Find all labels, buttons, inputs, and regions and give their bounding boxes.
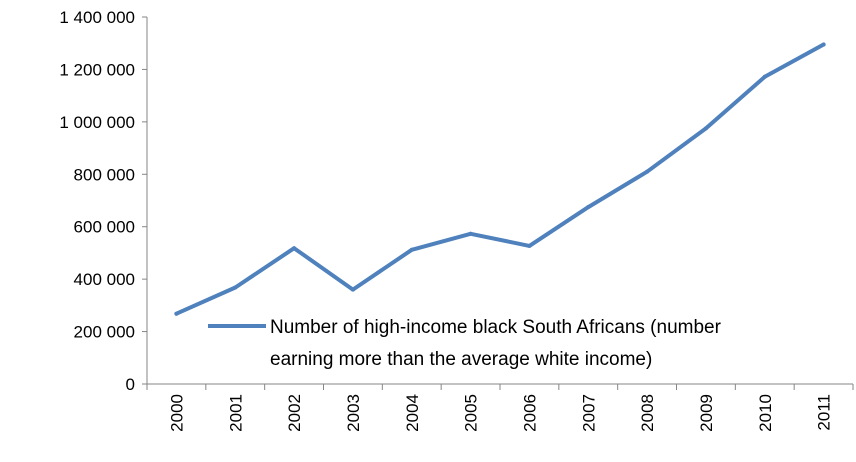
data-point bbox=[292, 246, 297, 251]
x-tick-label: 2004 bbox=[403, 394, 422, 432]
y-tick-label: 1 400 000 bbox=[59, 8, 135, 27]
data-point bbox=[762, 74, 767, 79]
legend: Number of high-income black South Africa… bbox=[208, 317, 722, 370]
legend-label-line-1: Number of high-income black South Africa… bbox=[270, 317, 722, 338]
x-tick-label: 2010 bbox=[756, 394, 775, 432]
x-tick-label: 2002 bbox=[285, 394, 304, 432]
data-point bbox=[703, 126, 708, 131]
series-line bbox=[174, 42, 826, 316]
x-tick-label: 2003 bbox=[344, 394, 363, 432]
x-tick-label: 2008 bbox=[638, 394, 657, 432]
y-axis-ticks: 0 200 000 400 000 600 000 800 000 1 000 000 1 … bbox=[59, 8, 147, 394]
x-tick-label: 2007 bbox=[579, 394, 598, 432]
series-layer bbox=[174, 42, 826, 316]
y-tick-label: 1 200 000 bbox=[59, 60, 135, 79]
data-point bbox=[821, 42, 826, 47]
x-tick-label: 2011 bbox=[815, 394, 834, 431]
x-tick-label: 2006 bbox=[520, 394, 539, 432]
x-tick-label: 2000 bbox=[167, 394, 186, 432]
y-tick-label: 0 bbox=[126, 375, 135, 394]
data-point bbox=[586, 205, 591, 210]
x-axis-ticks: 2000 2001 2002 2003 2004 2005 2006 2007 2008 2009… bbox=[146, 384, 854, 432]
x-tick-label: 2005 bbox=[462, 394, 481, 432]
y-tick-label: 400 000 bbox=[74, 270, 135, 289]
data-point bbox=[645, 169, 650, 174]
data-point bbox=[468, 231, 473, 236]
y-tick-label: 800 000 bbox=[74, 165, 135, 184]
y-tick-label: 200 000 bbox=[74, 323, 135, 342]
y-tick-label: 600 000 bbox=[74, 218, 135, 237]
x-tick-label: 2001 bbox=[226, 394, 245, 432]
data-point bbox=[233, 285, 238, 290]
data-point bbox=[527, 243, 532, 248]
data-point bbox=[174, 311, 179, 316]
x-tick-label: 2009 bbox=[697, 394, 716, 432]
data-point bbox=[409, 247, 414, 252]
legend-label-line-2: earning more than the average white inco… bbox=[270, 349, 652, 370]
y-tick-label: 1 000 000 bbox=[59, 113, 135, 132]
data-point bbox=[350, 287, 355, 292]
